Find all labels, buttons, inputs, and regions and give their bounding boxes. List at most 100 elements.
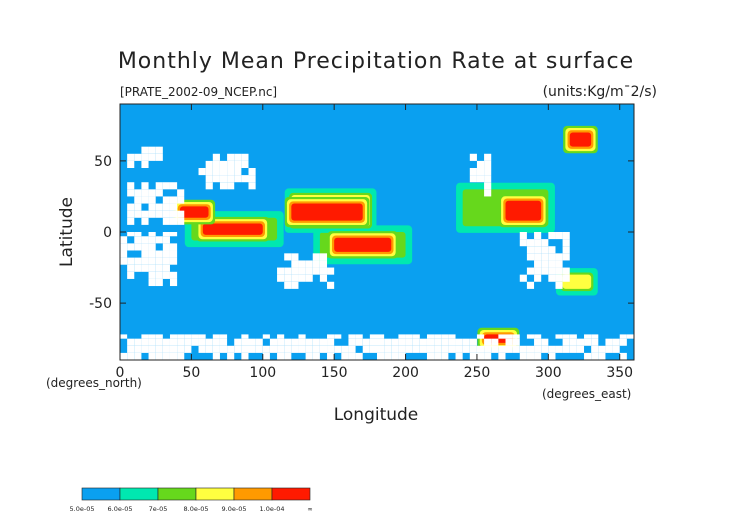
missing-cell <box>291 267 299 275</box>
colorbar-label: 7e-05 <box>149 505 168 513</box>
missing-cell <box>491 345 499 353</box>
missing-cell <box>205 168 213 176</box>
missing-cell <box>612 338 620 346</box>
missing-cell <box>605 338 613 346</box>
missing-cell <box>120 243 128 251</box>
missing-cell <box>526 246 535 254</box>
missing-cell <box>162 203 170 211</box>
missing-cell <box>127 203 135 211</box>
missing-cell <box>284 274 292 282</box>
missing-cell <box>162 196 170 204</box>
x-tick-label: 50 <box>182 365 200 381</box>
missing-cell <box>162 250 170 258</box>
missing-cell <box>298 267 306 275</box>
missing-cell <box>505 345 513 353</box>
missing-cell <box>348 334 356 339</box>
missing-cell <box>419 338 427 346</box>
missing-cell <box>512 338 520 346</box>
missing-cell <box>391 338 399 346</box>
missing-cell <box>169 217 178 225</box>
missing-cell <box>526 281 535 289</box>
missing-cell <box>426 352 435 360</box>
missing-cell <box>141 196 149 204</box>
missing-cell <box>369 338 377 346</box>
missing-cell <box>155 250 163 258</box>
missing-cell <box>148 264 156 272</box>
missing-cell <box>327 267 335 275</box>
missing-cell <box>526 239 535 247</box>
missing-cell <box>534 345 542 353</box>
missing-cell <box>148 271 156 279</box>
missing-cell <box>291 345 299 353</box>
missing-cell <box>162 182 170 190</box>
missing-cell <box>205 345 213 353</box>
missing-cell <box>462 338 470 346</box>
missing-cell <box>155 257 163 265</box>
missing-cell <box>169 345 178 353</box>
missing-cell <box>241 334 249 339</box>
missing-cell <box>155 352 163 360</box>
missing-cell <box>476 160 485 168</box>
x-tick-label: 100 <box>249 365 276 381</box>
missing-cell <box>327 281 335 289</box>
missing-cell <box>598 352 606 360</box>
colorbar-swatch <box>81 487 121 501</box>
missing-cell <box>312 338 320 346</box>
colorbar-label: 5.0e-05 <box>70 505 95 513</box>
missing-cell <box>227 352 235 360</box>
missing-cell <box>141 217 149 225</box>
colorbar-label: 9.0e-05 <box>222 505 247 513</box>
x-tick-label: 350 <box>606 365 633 381</box>
missing-cell <box>234 168 242 176</box>
colorbar-swatch <box>271 487 311 501</box>
missing-cell <box>484 168 492 176</box>
missing-cell <box>569 338 577 346</box>
missing-cell <box>562 267 570 275</box>
missing-cell <box>284 253 292 261</box>
missing-cell <box>141 160 149 168</box>
missing-cell <box>377 345 385 353</box>
missing-cell <box>305 260 313 268</box>
missing-cell <box>127 264 135 272</box>
missing-cell <box>355 338 363 346</box>
missing-cell <box>569 345 577 353</box>
missing-cell <box>155 146 163 154</box>
missing-cell <box>234 345 242 353</box>
missing-cell <box>491 338 499 346</box>
missing-cell <box>541 253 549 261</box>
missing-cell <box>434 334 442 339</box>
missing-cell <box>298 338 306 346</box>
missing-cell <box>405 338 413 346</box>
missing-cell <box>169 203 178 211</box>
missing-cell <box>127 232 135 237</box>
missing-cell <box>348 345 356 353</box>
missing-cell <box>448 345 456 353</box>
missing-cell <box>441 334 449 339</box>
missing-cell <box>127 217 135 225</box>
missing-cell <box>127 338 135 346</box>
missing-cell <box>148 153 156 161</box>
missing-cell <box>134 153 142 161</box>
missing-cell <box>169 338 178 346</box>
missing-cell <box>562 253 570 261</box>
missing-cell <box>548 352 556 360</box>
missing-cell <box>148 189 156 197</box>
missing-cell <box>234 338 242 346</box>
missing-cell <box>377 334 385 339</box>
missing-cell <box>626 334 634 339</box>
y-tick-label: 50 <box>94 154 112 170</box>
missing-cell <box>127 210 135 218</box>
x-tick-label: 300 <box>535 365 562 381</box>
missing-cell <box>341 345 349 353</box>
missing-cell <box>305 267 313 275</box>
missing-cell <box>355 352 363 360</box>
missing-cell <box>155 271 163 279</box>
missing-cell <box>412 334 420 339</box>
precip-region <box>505 200 542 221</box>
colorbar-swatch <box>157 487 197 501</box>
missing-cell <box>298 274 306 282</box>
missing-cell <box>127 160 135 168</box>
missing-cell <box>248 168 256 176</box>
missing-cell <box>127 271 135 279</box>
missing-cell <box>526 253 535 261</box>
